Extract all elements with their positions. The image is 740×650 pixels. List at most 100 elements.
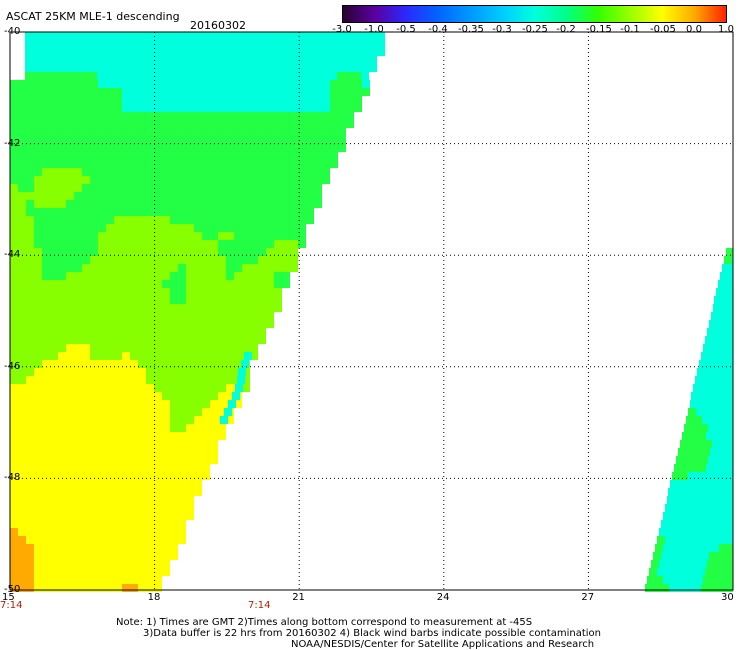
swath-cell	[114, 336, 122, 344]
swath-cell	[18, 152, 26, 160]
swath-cell	[18, 136, 26, 144]
swath-cell	[106, 416, 114, 424]
swath-cell	[114, 272, 122, 280]
swath-cell	[289, 32, 297, 40]
swath-cell	[58, 120, 66, 128]
swath-cell	[66, 216, 74, 224]
swath-cell	[305, 72, 313, 80]
swath-cell	[704, 440, 712, 448]
swath-cell	[138, 344, 146, 352]
swath-cell	[162, 168, 170, 176]
swath-cell	[122, 344, 130, 352]
swath-cell	[122, 304, 130, 312]
swath-cell	[66, 568, 74, 576]
swath-cell	[42, 400, 50, 408]
swath-cell	[26, 344, 34, 352]
colorbar	[342, 5, 727, 23]
swath-cell	[695, 376, 703, 384]
swath-cell	[146, 416, 154, 424]
swath-cell	[377, 40, 385, 48]
swath-cell	[194, 80, 202, 88]
swath-cell	[138, 200, 146, 208]
swath-cell	[290, 160, 298, 168]
swath-cell	[97, 64, 105, 72]
swath-cell	[82, 464, 90, 472]
swath-cell	[250, 320, 258, 328]
swath-cell	[18, 128, 26, 136]
swath-cell	[258, 152, 266, 160]
swath-cell	[82, 376, 90, 384]
swath-cell	[81, 48, 89, 56]
swath-cell	[218, 88, 226, 96]
swath-cell	[258, 336, 266, 344]
swath-cell	[186, 376, 194, 384]
swath-cell	[330, 80, 338, 88]
swath-cell	[82, 248, 90, 256]
swath-cell	[719, 544, 727, 552]
swath-cell	[257, 48, 265, 56]
swath-cell	[42, 136, 50, 144]
swath-cell	[74, 544, 82, 552]
swath-cell	[673, 536, 681, 544]
swath-cell	[701, 352, 709, 360]
swath-cell	[234, 144, 242, 152]
swath-cell	[226, 192, 234, 200]
swath-cell	[74, 560, 82, 568]
swath-cell	[58, 184, 66, 192]
swath-cell	[274, 288, 282, 296]
swath-cell	[66, 128, 74, 136]
swath-cell	[250, 224, 258, 232]
swath-cell	[202, 432, 210, 440]
swath-cell	[153, 40, 161, 48]
swath-cell	[10, 144, 18, 152]
swath-cell	[50, 128, 58, 136]
swath-cell	[722, 464, 730, 472]
swath-cell	[314, 168, 322, 176]
swath-cell	[74, 296, 82, 304]
swath-cell	[685, 584, 693, 592]
swath-cell	[122, 168, 130, 176]
swath-cell	[258, 144, 266, 152]
swath-cell	[130, 560, 138, 568]
swath-cell	[98, 280, 106, 288]
swath-cell	[138, 544, 146, 552]
swath-cell	[186, 512, 194, 520]
swath-cell	[724, 256, 732, 264]
swath-cell	[58, 400, 66, 408]
swath-cell	[73, 64, 81, 72]
swath-cell	[25, 48, 33, 56]
swath-cell	[26, 560, 34, 568]
swath-cell	[218, 128, 226, 136]
swath-cell	[234, 120, 242, 128]
swath-cell	[209, 64, 217, 72]
swath-cell	[226, 352, 234, 360]
swath-cell	[82, 504, 90, 512]
swath-cell	[82, 216, 90, 224]
swath-cell	[703, 576, 711, 584]
swath-cell	[145, 64, 153, 72]
swath-cell	[678, 480, 686, 488]
swath-cell	[162, 152, 170, 160]
swath-cell	[50, 232, 58, 240]
swath-cell	[114, 192, 122, 200]
swath-cell	[122, 496, 130, 504]
swath-cell	[122, 296, 130, 304]
swath-cell	[105, 56, 113, 64]
swath-cell	[715, 392, 723, 400]
swath-cell	[129, 56, 137, 64]
swath-cell	[170, 544, 178, 552]
swath-cell	[345, 32, 353, 40]
latitude-label: -46	[4, 360, 21, 372]
swath-cell	[218, 408, 226, 416]
swath-cell	[218, 376, 226, 384]
swath-cell	[58, 248, 66, 256]
swath-cell	[114, 568, 122, 576]
swath-cell	[186, 432, 194, 440]
swath-cell	[170, 136, 178, 144]
swath-cell	[153, 64, 161, 72]
swath-cell	[58, 536, 66, 544]
swath-cell	[114, 288, 122, 296]
swath-cell	[346, 88, 354, 96]
swath-cell	[98, 464, 106, 472]
swath-cell	[18, 368, 26, 376]
